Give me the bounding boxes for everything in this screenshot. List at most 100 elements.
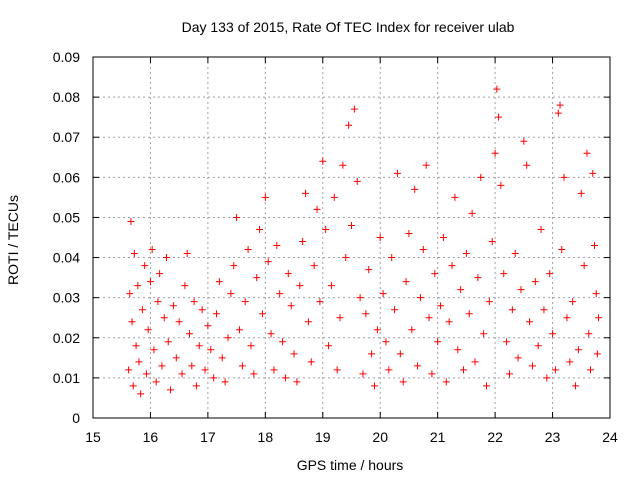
data-point xyxy=(540,306,548,314)
data-point xyxy=(213,310,221,318)
data-point xyxy=(482,382,490,390)
data-point xyxy=(141,262,149,270)
x-tick-label: 24 xyxy=(602,429,618,445)
data-point xyxy=(457,286,465,294)
data-point xyxy=(534,342,542,350)
data-point xyxy=(379,290,387,298)
data-point xyxy=(531,278,539,286)
data-point xyxy=(198,306,206,314)
data-point xyxy=(396,350,404,358)
x-tick-label: 20 xyxy=(372,429,388,445)
data-point xyxy=(327,282,335,290)
data-point xyxy=(442,378,450,386)
data-point xyxy=(181,282,189,290)
data-point xyxy=(376,234,384,241)
data-point xyxy=(526,318,534,326)
data-point xyxy=(434,338,442,346)
data-point xyxy=(382,338,390,346)
data-point xyxy=(264,258,272,266)
axis-ticks xyxy=(92,56,611,419)
data-point xyxy=(451,193,459,201)
data-point xyxy=(190,298,198,306)
data-point xyxy=(250,370,258,378)
data-point xyxy=(160,314,168,322)
data-point xyxy=(569,298,577,306)
data-point xyxy=(224,334,232,342)
data-point xyxy=(431,270,439,278)
data-point xyxy=(428,370,436,378)
data-point xyxy=(368,350,376,358)
data-point xyxy=(313,205,321,213)
data-point xyxy=(488,238,496,246)
data-point xyxy=(563,314,571,322)
data-point xyxy=(175,318,183,326)
data-point xyxy=(370,382,378,390)
data-point xyxy=(460,366,468,374)
data-point xyxy=(373,326,381,334)
data-point xyxy=(480,330,488,338)
data-point xyxy=(422,161,430,169)
data-point xyxy=(523,161,531,169)
data-point xyxy=(528,362,536,370)
data-point xyxy=(183,250,191,258)
data-point xyxy=(589,169,597,177)
data-point xyxy=(595,314,603,322)
data-point xyxy=(134,282,142,290)
data-point xyxy=(497,181,505,189)
data-point xyxy=(148,246,156,254)
data-point xyxy=(566,358,574,366)
data-point xyxy=(356,294,364,302)
data-point xyxy=(233,213,241,221)
data-point xyxy=(583,149,591,157)
data-point xyxy=(517,286,525,294)
data-point xyxy=(445,318,453,326)
data-point xyxy=(414,362,422,370)
y-tick-label: 0.01 xyxy=(53,370,80,386)
data-point xyxy=(350,105,358,113)
data-point xyxy=(132,342,140,350)
data-point xyxy=(273,242,281,250)
data-point xyxy=(590,242,598,250)
data-point xyxy=(156,270,164,278)
data-point xyxy=(474,274,482,282)
data-point xyxy=(163,254,171,262)
data-point xyxy=(385,366,393,374)
data-point xyxy=(556,101,564,109)
data-point xyxy=(287,302,295,310)
data-point xyxy=(362,310,370,318)
data-point xyxy=(514,354,522,362)
data-point xyxy=(230,262,238,270)
data-point xyxy=(411,185,419,193)
data-point xyxy=(304,318,312,326)
data-point xyxy=(154,298,162,306)
data-point xyxy=(152,378,160,386)
data-point xyxy=(138,306,146,314)
data-point xyxy=(485,298,493,306)
data-point xyxy=(342,254,350,262)
data-point xyxy=(425,314,433,322)
data-point xyxy=(419,246,427,254)
data-point xyxy=(127,217,135,225)
data-point xyxy=(316,298,324,306)
data-point xyxy=(126,290,134,298)
y-tick-labels: 0 0.01 0.02 0.03 0.04 0.05 0.06 0.07 0.08 0.09 xyxy=(53,49,80,426)
data-point xyxy=(393,169,401,177)
data-point xyxy=(256,225,264,233)
data-point xyxy=(345,121,353,129)
plot-frame xyxy=(92,56,611,419)
data-point xyxy=(468,209,476,217)
data-point xyxy=(491,149,499,157)
data-point xyxy=(505,370,513,378)
data-point xyxy=(520,137,528,145)
data-point xyxy=(299,238,307,246)
data-point xyxy=(399,378,407,386)
data-point xyxy=(448,262,456,270)
data-point xyxy=(554,109,562,117)
data-point xyxy=(192,382,200,390)
data-point xyxy=(353,177,361,185)
data-point xyxy=(207,346,215,354)
data-point xyxy=(218,354,226,362)
data-point xyxy=(164,338,172,346)
x-tick-label: 22 xyxy=(487,429,503,445)
